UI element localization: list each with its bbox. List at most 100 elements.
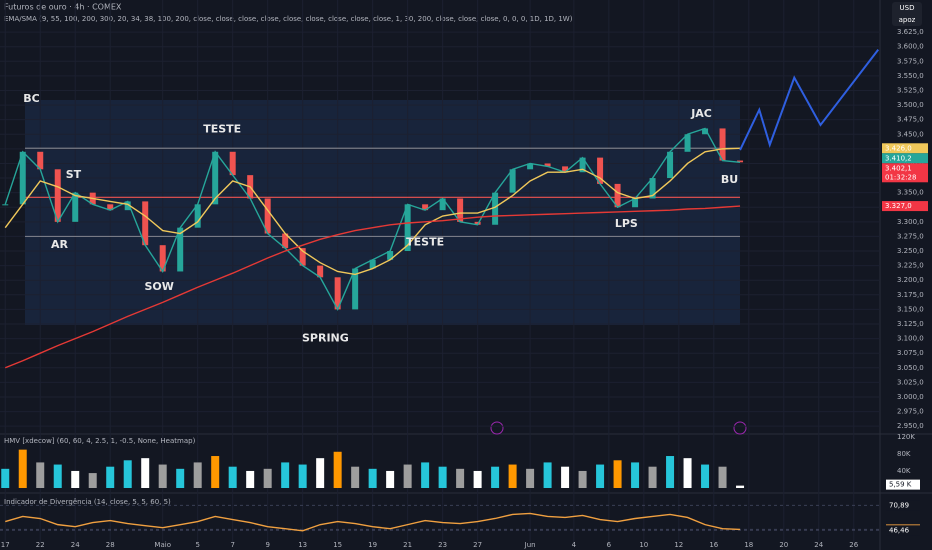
y-tick-label: 3.125,0 xyxy=(897,320,924,328)
y-tick-label: 3.450,0 xyxy=(897,130,924,138)
candle xyxy=(562,166,569,173)
volume-bar xyxy=(36,462,45,488)
candle xyxy=(264,198,271,234)
price-label-bg xyxy=(882,143,928,154)
candle xyxy=(737,160,744,163)
candle xyxy=(194,204,201,228)
x-tick-label: 15 xyxy=(333,541,342,549)
x-tick-label: 23 xyxy=(438,541,447,549)
volume-bar xyxy=(351,466,360,488)
panel-title: HMV [xdecow] (60, 60, 4, 2.5, 1, -0.5, N… xyxy=(4,437,196,445)
candle xyxy=(702,128,709,135)
volume-bar xyxy=(578,470,587,488)
volume-bar xyxy=(683,458,692,488)
panel-title: Indicador de Divergência (14, close, 5, … xyxy=(4,498,171,506)
volume-bar xyxy=(736,485,745,488)
candle xyxy=(422,204,429,211)
price-label: 3.327,0 xyxy=(885,202,912,210)
level-label-bg xyxy=(886,525,920,536)
annotation: SPRING xyxy=(302,332,349,345)
y-tick-label: 120K xyxy=(897,433,915,441)
candle xyxy=(439,198,446,211)
y-tick-label: 40K xyxy=(897,467,911,475)
candle xyxy=(509,169,516,193)
volume-bar xyxy=(648,466,657,488)
volume-bar xyxy=(281,462,290,488)
candle xyxy=(352,268,359,310)
y-tick-label: 3.275,0 xyxy=(897,232,924,240)
x-tick-label: 4 xyxy=(572,541,577,549)
currency-box[interactable] xyxy=(892,2,922,26)
x-tick-label: 5 xyxy=(195,541,199,549)
candle xyxy=(719,128,726,161)
x-tick-label: 26 xyxy=(849,541,858,549)
price-label-bg xyxy=(882,163,928,183)
annotation: AR xyxy=(51,238,69,251)
candle xyxy=(19,151,26,205)
candle xyxy=(614,183,621,208)
volume-bar xyxy=(211,456,220,488)
candle xyxy=(457,198,464,222)
price-label: 3.426,0 xyxy=(885,144,912,152)
volume-bar xyxy=(508,464,517,488)
price-label-bg xyxy=(882,153,928,164)
y-tick-label: 3.175,0 xyxy=(897,291,924,299)
level-label: 46,46 xyxy=(889,526,910,534)
x-tick-label: 6 xyxy=(607,541,612,549)
y-tick-label: 3.025,0 xyxy=(897,378,924,386)
series-line xyxy=(4,127,741,312)
candle xyxy=(142,201,149,246)
volume-bar xyxy=(561,466,570,488)
volume-bar xyxy=(123,460,132,488)
annotation: JAC xyxy=(690,107,712,120)
y-tick-label: 3.475,0 xyxy=(897,116,924,124)
series-line xyxy=(739,49,880,151)
candle xyxy=(387,251,394,260)
volume-bar xyxy=(403,464,412,488)
indicator-legend: EMA/SMA (9, 55, 100, 200, 300, 20, 34, 3… xyxy=(4,15,573,23)
candle xyxy=(54,169,61,222)
volume-bar xyxy=(666,456,675,488)
countdown: 01:32:28 xyxy=(885,173,916,181)
candle xyxy=(667,151,674,179)
volume-bar xyxy=(53,464,62,488)
candle xyxy=(492,192,499,225)
candle xyxy=(334,277,341,310)
price-label-bg xyxy=(882,201,928,212)
candle xyxy=(544,163,551,167)
y-tick-label: 3.250,0 xyxy=(897,247,924,255)
level-label-bg xyxy=(886,500,920,511)
y-tick-label: 3.075,0 xyxy=(897,349,924,357)
y-tick-label: 3.625,0 xyxy=(897,28,924,36)
volume-bar xyxy=(88,473,97,488)
volume-bar xyxy=(491,466,500,488)
volume-bar xyxy=(106,466,115,488)
volume-bar xyxy=(438,466,447,488)
annotation: TESTE xyxy=(406,235,444,248)
y-tick-label: 3.225,0 xyxy=(897,262,924,270)
volume-bar xyxy=(421,462,430,488)
volume-bar xyxy=(263,468,272,488)
volume-bar xyxy=(718,466,727,488)
y-tick-label: 3.525,0 xyxy=(897,86,924,94)
candle xyxy=(632,198,639,208)
y-tick-label: 3.050,0 xyxy=(897,364,924,372)
x-tick-label: 27 xyxy=(473,541,482,549)
timezone[interactable]: apoz xyxy=(899,16,916,24)
x-tick-label: 9 xyxy=(265,541,269,549)
current-volume-bg xyxy=(886,479,920,490)
y-tick-label: 3.000,0 xyxy=(897,393,924,401)
volume-bar xyxy=(333,451,342,488)
event-icon[interactable] xyxy=(733,421,747,435)
y-tick-label: 2.950,0 xyxy=(897,422,924,430)
volume-bar xyxy=(298,464,307,488)
x-tick-label: 7 xyxy=(230,541,234,549)
x-tick-label: 24 xyxy=(71,541,80,549)
candle xyxy=(684,134,691,152)
x-tick-label: 24 xyxy=(814,541,823,549)
event-icon[interactable] xyxy=(490,421,504,435)
annotation: LPS xyxy=(615,217,638,230)
x-tick-label: 12 xyxy=(674,541,683,549)
chart-title: Futuros de ouro · 4h · COMEX xyxy=(4,3,122,12)
volume-bar xyxy=(613,460,622,488)
